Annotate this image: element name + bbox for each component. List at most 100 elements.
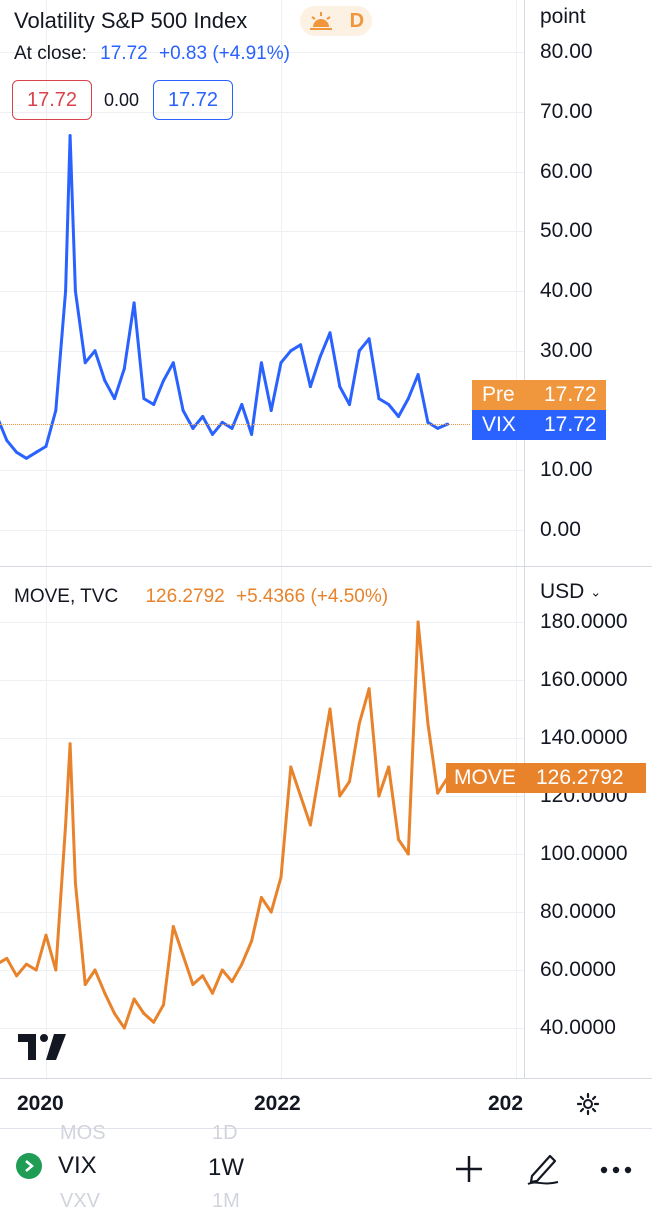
symbol-title[interactable]: Volatility S&P 500 Index — [14, 8, 248, 33]
move-data-point — [142, 1012, 146, 1015]
vix-data-point — [191, 426, 195, 430]
vix-grid-line — [0, 111, 524, 113]
at-close-row: At close: 17.72 +0.83 (+4.91%) — [14, 43, 290, 65]
move-data-point — [162, 1003, 165, 1007]
at-close-label: At close: — [14, 43, 87, 64]
vix-data-point — [5, 438, 9, 442]
move-legend[interactable]: MOVE, TVC 126.2792 +5.4366 (+4.50%) — [14, 586, 388, 608]
move-chart[interactable] — [0, 567, 524, 1078]
ghost-symbol-top: MOS — [60, 1122, 106, 1144]
move-data-point — [171, 925, 175, 928]
vix-series-line[interactable] — [0, 134, 449, 460]
move-data-point — [181, 954, 185, 957]
settings-gear-icon[interactable] — [576, 1092, 600, 1121]
move-y-tick: 60.0000 — [540, 958, 616, 981]
move-data-point — [397, 838, 400, 841]
vix-data-point — [44, 444, 48, 448]
vix-data-point — [318, 355, 322, 359]
move-data-point — [5, 956, 9, 960]
vix-y-tick: 30.00 — [540, 338, 593, 362]
grid-line-2022 — [281, 0, 282, 1078]
vix-data-point — [73, 289, 77, 293]
vix-data-point — [113, 397, 116, 401]
vix-data-point — [162, 379, 165, 383]
move-data-point — [24, 962, 28, 966]
move-data-point — [279, 875, 283, 879]
move-grid-line — [0, 970, 524, 971]
vix-y-tick: 80.00 — [540, 40, 593, 63]
move-grid-line — [0, 912, 524, 913]
vix-y-tick: 50.00 — [540, 219, 593, 243]
vix-grid-line — [0, 171, 524, 173]
at-close-price: 17.72 — [100, 43, 148, 64]
vix-data-point — [348, 403, 351, 406]
move-data-point — [34, 968, 38, 972]
vix-price-tag[interactable]: VIX 17.72 — [472, 410, 606, 440]
vix-data-point — [93, 349, 97, 353]
move-data-point — [122, 1026, 126, 1030]
at-close-change: +0.83 (+4.91%) — [158, 43, 290, 64]
vix-grid-line — [0, 52, 524, 53]
vix-data-point — [338, 385, 342, 389]
move-grid-line — [0, 738, 524, 739]
move-data-point — [387, 765, 391, 769]
vix-data-point — [152, 403, 156, 406]
move-y-tick: 80.0000 — [540, 900, 616, 923]
add-indicator-plus-icon[interactable] — [454, 1154, 484, 1189]
x-tick-2022: 2022 — [254, 1092, 301, 1115]
interval-badge: D — [349, 9, 365, 32]
move-data-point — [15, 974, 19, 978]
currency-selector[interactable]: USD ⌄ — [540, 580, 601, 604]
vix-data-point — [289, 349, 293, 353]
move-data-point — [328, 707, 332, 711]
sell-price-chip[interactable]: 17.72 — [12, 80, 92, 120]
move-tag-label: MOVE — [454, 766, 516, 789]
move-series-line[interactable] — [0, 620, 449, 1030]
symbol-search-button[interactable]: VIX — [16, 1152, 97, 1180]
move-data-point — [230, 980, 234, 984]
x-tick-2020: 2020 — [17, 1092, 64, 1115]
move-y-tick: 100.0000 — [540, 842, 628, 865]
move-tag-value: 126.2792 — [536, 766, 624, 789]
move-grid-line — [0, 854, 524, 855]
drawing-pen-icon[interactable] — [526, 1150, 560, 1191]
move-data-point — [250, 939, 254, 943]
premarket-price-tag[interactable]: Pre 17.72 — [472, 380, 606, 410]
vix-data-point — [83, 361, 87, 365]
vix-data-point — [269, 409, 273, 412]
move-data-point — [113, 1012, 116, 1015]
move-data-point — [436, 791, 440, 795]
buy-price-chip[interactable]: 17.72 — [153, 80, 233, 120]
market-status-badge[interactable]: D — [300, 6, 372, 36]
tradingview-logo — [18, 1034, 66, 1065]
interval-button[interactable]: 1W — [208, 1154, 244, 1181]
move-price-tag[interactable]: MOVE 126.2792 — [446, 763, 646, 793]
vix-data-point — [357, 349, 361, 353]
vix-data-point — [328, 331, 332, 335]
move-data-point — [64, 823, 68, 827]
last-price-line — [0, 424, 470, 425]
grid-line-2020 — [46, 0, 47, 1078]
vix-data-point — [426, 420, 430, 424]
vix-data-point — [211, 432, 214, 436]
move-data-point — [377, 794, 381, 798]
vix-data-point — [259, 361, 263, 365]
vix-y-tick: 0.00 — [540, 518, 581, 541]
move-data-point — [318, 765, 322, 769]
move-data-point — [191, 983, 195, 986]
move-grid-line — [0, 622, 524, 623]
pane-separator[interactable] — [0, 566, 652, 567]
vix-chart[interactable] — [0, 0, 524, 566]
vix-grid-line — [0, 291, 524, 292]
currency-label: USD — [540, 580, 585, 603]
time-axis-separator — [0, 1078, 652, 1079]
move-data-point — [240, 962, 244, 966]
vix-data-point — [103, 379, 107, 383]
vix-data-point — [367, 337, 371, 341]
x-tick-2024: 202 — [488, 1092, 524, 1115]
pre-value: 17.72 — [544, 383, 597, 406]
move-data-point — [308, 823, 312, 827]
vix-data-point — [397, 415, 400, 418]
vix-data-point — [54, 409, 58, 412]
more-menu-icon[interactable] — [600, 1162, 632, 1180]
